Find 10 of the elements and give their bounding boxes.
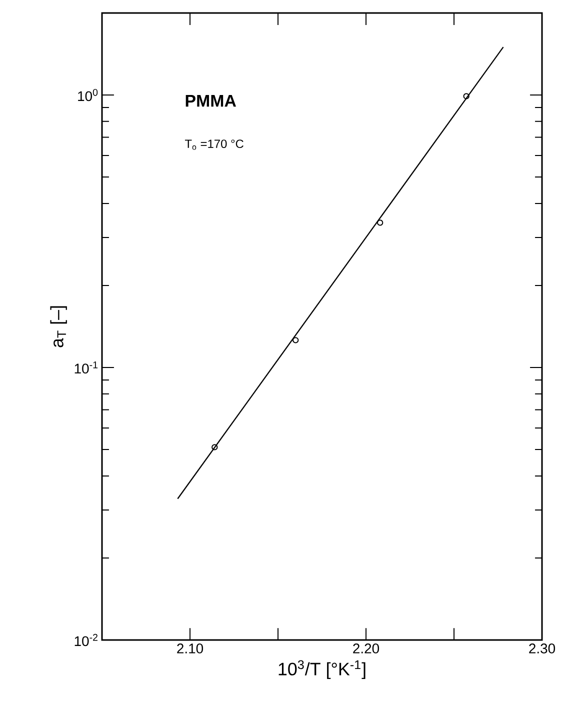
y-axis-title: a$_{T}$ [–] <box>50 306 67 348</box>
x-tick-label: 2.20 <box>353 644 380 654</box>
x-tick-label: 2.30 <box>529 644 556 654</box>
y-tick-label: 10$^{-2}$ <box>74 634 98 646</box>
annotation: T$_{o}$ =170 °C <box>184 140 244 150</box>
annotation: PMMA <box>186 94 236 107</box>
x-axis-title: 10$^{3}$/T [°K$^{-1}$] <box>278 660 366 679</box>
x-tick-label: 2.10 <box>177 644 204 654</box>
y-tick-label: 10$^{0}$ <box>78 88 98 102</box>
y-tick-label: 10$^{-1}$ <box>74 361 98 374</box>
